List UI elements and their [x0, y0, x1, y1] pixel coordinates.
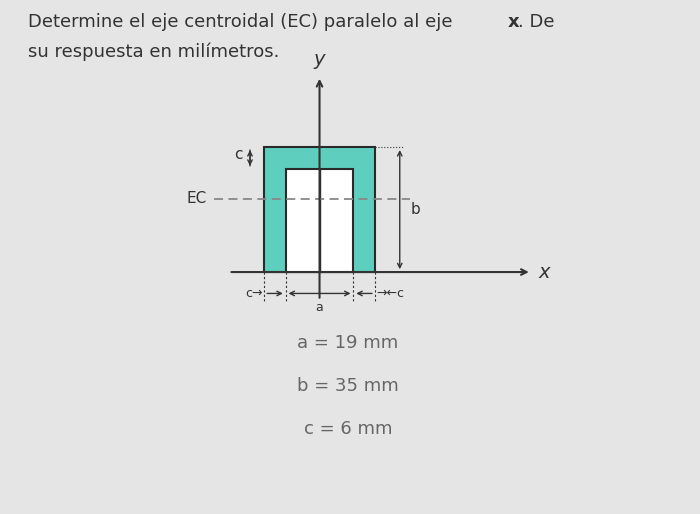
Text: b = 35 mm: b = 35 mm [298, 377, 399, 395]
Text: a = 19 mm: a = 19 mm [298, 335, 399, 353]
Text: a: a [316, 301, 323, 314]
Text: . De: . De [518, 13, 554, 31]
Text: Determine el eje centroidal (EC) paralelo al eje: Determine el eje centroidal (EC) paralel… [28, 13, 458, 31]
Bar [286, 169, 354, 272]
Text: c = 6 mm: c = 6 mm [304, 420, 392, 438]
Text: →←c: →←c [377, 287, 405, 300]
Text: c: c [234, 147, 243, 162]
Text: b: b [410, 202, 420, 217]
Bar [265, 147, 375, 272]
Text: EC: EC [187, 191, 207, 206]
Text: x: x [539, 263, 550, 282]
Text: su respuesta en milímetros.: su respuesta en milímetros. [28, 42, 279, 61]
Text: y: y [314, 50, 326, 69]
Text: c→: c→ [245, 287, 262, 300]
Text: x: x [508, 13, 520, 31]
